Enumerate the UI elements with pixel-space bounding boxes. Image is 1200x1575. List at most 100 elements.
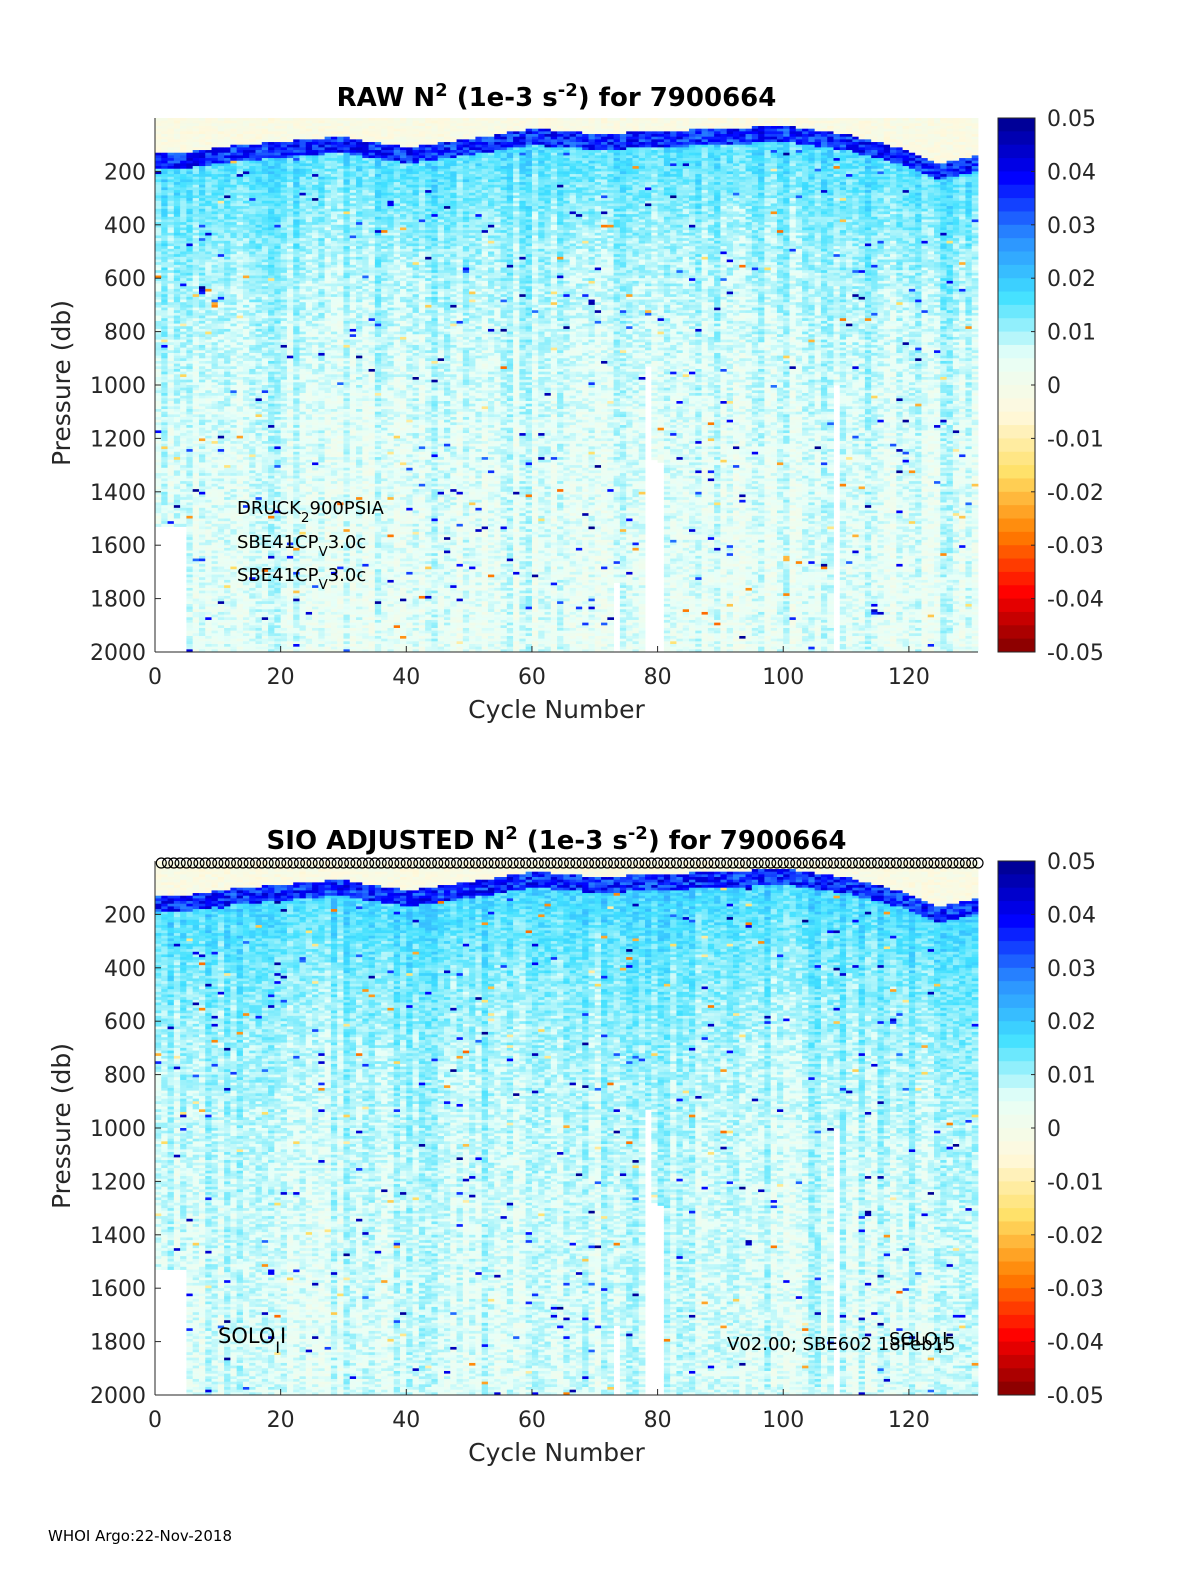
heatmap-cell <box>180 360 187 365</box>
heatmap-cell <box>198 278 206 282</box>
heatmap-cell <box>261 118 269 122</box>
heatmap-cell <box>205 326 212 330</box>
heatmap-cell <box>312 486 319 490</box>
heatmap-cell <box>261 267 269 271</box>
heatmap-cell <box>230 441 238 445</box>
heatmap-cell <box>261 507 269 511</box>
heatmap-cell <box>249 550 256 554</box>
heatmap-cell <box>198 200 206 204</box>
heatmap-cell <box>192 585 200 589</box>
heatmap-cell <box>192 328 200 332</box>
heatmap-cell <box>230 184 238 188</box>
heatmap-cell <box>268 227 275 231</box>
heatmap-cell <box>268 144 275 148</box>
heatmap-cell <box>242 598 250 602</box>
heatmap-cell <box>186 155 194 159</box>
heatmap-cell <box>261 401 269 405</box>
heatmap-cell <box>186 374 194 378</box>
heatmap-cell <box>230 363 238 367</box>
heatmap-cell <box>268 200 275 204</box>
heatmap-cell <box>167 368 175 373</box>
heatmap-cell <box>161 507 168 511</box>
heatmap-cell <box>180 385 187 389</box>
heatmap-cell <box>161 118 168 122</box>
heatmap-cell <box>268 302 275 306</box>
heatmap-cell <box>186 451 194 455</box>
heatmap-cell <box>286 379 294 383</box>
heatmap-cell <box>249 336 256 341</box>
heatmap-cell <box>261 211 269 215</box>
heatmap-cell <box>261 120 269 124</box>
heatmap-cell <box>312 262 319 266</box>
heatmap-cell <box>312 542 319 546</box>
heatmap-cell <box>167 163 175 167</box>
heatmap-cell <box>211 606 219 610</box>
heatmap-cell <box>180 376 187 381</box>
heatmap-cell <box>299 214 307 218</box>
heatmap-cell <box>205 256 212 260</box>
heatmap-cell <box>186 633 194 637</box>
heatmap-cell <box>198 630 206 634</box>
heatmap-cell <box>205 489 212 493</box>
heatmap-cell <box>299 230 307 234</box>
heatmap-cell <box>236 347 244 351</box>
heatmap-cell <box>274 259 282 263</box>
heatmap-cell <box>268 259 275 263</box>
heatmap-cell <box>192 168 200 172</box>
heatmap-cell <box>242 574 250 578</box>
heatmap-cell <box>236 553 244 557</box>
heatmap-cell <box>230 315 238 319</box>
heatmap-cell <box>261 251 269 255</box>
heatmap-cell <box>217 606 225 610</box>
heatmap-cell <box>242 526 250 530</box>
heatmap-cell <box>299 411 307 415</box>
heatmap-cell <box>186 144 194 148</box>
heatmap-cell <box>305 523 313 527</box>
heatmap-cell <box>255 192 263 196</box>
heatmap-cell <box>274 179 282 183</box>
heatmap-cell <box>161 368 168 373</box>
heatmap-cell <box>186 449 194 453</box>
heatmap-cell <box>305 182 313 186</box>
heatmap-cell <box>305 627 313 632</box>
heatmap-cell <box>180 262 187 266</box>
heatmap-cell <box>236 294 244 298</box>
heatmap-cell <box>249 139 256 143</box>
heatmap-cell <box>286 502 294 506</box>
heatmap-cell <box>312 240 319 244</box>
heatmap-cell <box>293 545 300 549</box>
heatmap-cell <box>255 385 263 389</box>
heatmap-cell <box>274 446 282 450</box>
heatmap-cell <box>249 494 256 498</box>
heatmap-cell <box>192 227 200 231</box>
heatmap-cell <box>230 368 238 373</box>
heatmap-cell <box>211 595 219 599</box>
heatmap-cell <box>155 182 162 186</box>
heatmap-cell <box>224 326 231 330</box>
heatmap-cell <box>293 569 300 573</box>
heatmap-cell <box>274 598 282 602</box>
heatmap-cell <box>211 120 219 124</box>
heatmap-cell <box>205 523 212 527</box>
heatmap-cell <box>180 328 187 332</box>
heatmap-cell <box>205 323 212 327</box>
heatmap-cell <box>230 459 238 463</box>
heatmap-cell <box>299 627 307 632</box>
heatmap-cell <box>211 585 219 589</box>
heatmap-cell <box>230 190 238 194</box>
heatmap-cell <box>286 563 294 567</box>
heatmap-cell <box>217 307 225 311</box>
heatmap-cell <box>224 609 231 613</box>
heatmap-cell <box>211 278 219 282</box>
heatmap-cell <box>205 352 212 357</box>
heatmap-cell <box>242 296 250 300</box>
heatmap-cell <box>299 611 307 616</box>
heatmap-cell <box>274 569 282 573</box>
heatmap-cell <box>274 462 282 466</box>
heatmap-cell <box>261 235 269 239</box>
heatmap-cell <box>217 526 225 530</box>
heatmap-cell <box>161 259 168 263</box>
heatmap-cell <box>280 182 288 186</box>
heatmap-cell <box>224 462 231 466</box>
heatmap-cell <box>161 302 168 306</box>
